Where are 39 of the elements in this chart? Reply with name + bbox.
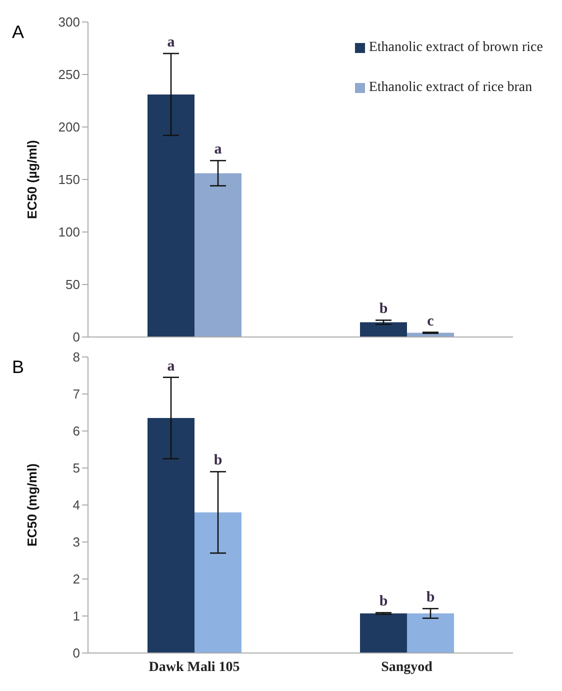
chart-title: B <box>12 357 24 378</box>
y-tick-label: 1 <box>72 608 80 624</box>
y-tick-label: 50 <box>66 277 80 292</box>
y-tick-label: 0 <box>72 330 80 345</box>
bar <box>360 322 407 337</box>
bar <box>148 94 194 337</box>
annotation: b <box>426 590 435 606</box>
legend-label: Ethanolic extract of brown rice <box>368 40 543 55</box>
y-tick-label: 200 <box>58 120 80 135</box>
y-tick-label: 4 <box>72 498 80 513</box>
legend-label: Ethanolic extract of rice bran <box>368 80 532 95</box>
annotation: b <box>379 301 388 318</box>
annotation: b <box>214 452 222 469</box>
y-tick-label: 3 <box>72 534 80 550</box>
y-tick-label: 150 <box>58 172 80 188</box>
y-tick-label: 300 <box>58 14 80 30</box>
annotation: a <box>214 142 222 158</box>
annotation: a <box>167 34 176 50</box>
y-tick-label: 6 <box>72 424 80 439</box>
y-tick-label: 7 <box>72 386 80 402</box>
annotation: c <box>427 313 434 330</box>
y-tick-label: 250 <box>58 67 80 82</box>
bar <box>194 512 242 653</box>
y-tick-label: 8 <box>72 350 80 365</box>
y-tick-label: 5 <box>72 460 80 476</box>
x-tick-label: Dawk Mali 105 <box>148 660 240 675</box>
y-tick-label: 100 <box>58 224 80 240</box>
bar <box>148 418 194 653</box>
annotation: a <box>167 358 176 374</box>
chart-title: A <box>12 22 24 43</box>
y-tick-label: 0 <box>72 646 80 661</box>
bar <box>194 173 242 337</box>
y-tick-label: 2 <box>72 572 80 587</box>
y-axis-title: EC50 (mg/ml) <box>24 463 40 547</box>
y-axis-title: EC50 (µg/ml) <box>24 140 40 220</box>
x-tick-label: Sangyod <box>381 660 433 675</box>
bar <box>360 613 407 653</box>
annotation: b <box>379 594 388 610</box>
bar <box>407 613 454 653</box>
